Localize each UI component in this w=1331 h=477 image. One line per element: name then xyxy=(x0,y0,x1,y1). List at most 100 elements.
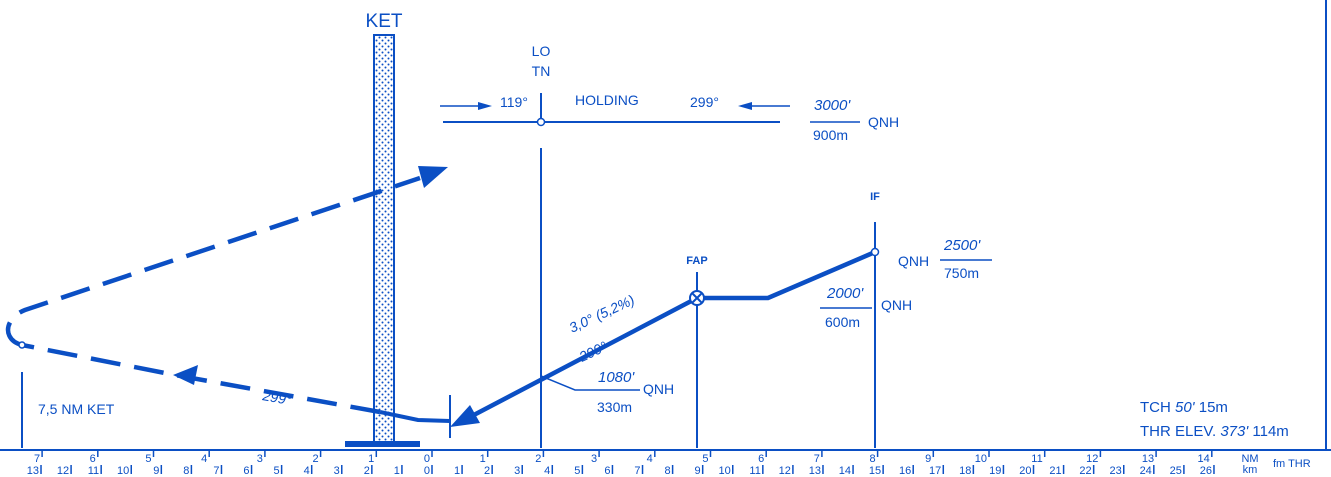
procedure-turn-dashed xyxy=(5,175,421,348)
km-tick-label: 7 xyxy=(213,465,219,477)
km-tick-label: 13 xyxy=(27,465,39,477)
nm-tick-label: 6 xyxy=(90,453,96,465)
if-altitude-m: 750m xyxy=(944,265,979,281)
km-tick-label: 10 xyxy=(117,465,129,477)
km-tick-label: 0 xyxy=(424,465,430,477)
nm-tick-label: 7 xyxy=(34,453,40,465)
glide-angle-label: 3,0° (5,2%) xyxy=(567,292,637,336)
holding-qnh: QNH xyxy=(868,114,899,130)
km-tick-label: 9 xyxy=(695,465,701,477)
lotn-fix-marker xyxy=(536,117,546,127)
holding-label: HOLDING xyxy=(575,92,639,108)
thr-elev-info: THR ELEV. 373' 114m xyxy=(1140,423,1289,440)
if-label: IF xyxy=(870,191,880,203)
km-tick-label: 23 xyxy=(1109,465,1121,477)
nm-tick-label: 4 xyxy=(201,453,207,465)
scale-unit-nm: NM xyxy=(1241,453,1258,465)
lotn-altitude-leader xyxy=(540,375,640,391)
km-tick-label: 9 xyxy=(153,465,159,477)
outbound-dashed-path xyxy=(21,342,381,415)
nm-tick-label: 11 xyxy=(1031,453,1042,465)
km-tick-label: 17 xyxy=(929,465,941,477)
km-tick-label: 5 xyxy=(574,465,580,477)
nm-tick-label: 3 xyxy=(257,453,263,465)
nm-tick-label: 3 xyxy=(591,453,597,465)
km-tick-label: 18 xyxy=(959,465,971,477)
thr-m: 114m xyxy=(1252,423,1288,440)
km-tick-label: 3 xyxy=(514,465,520,477)
nm-tick-label: 7 xyxy=(814,453,820,465)
threshold-segment xyxy=(379,410,451,423)
nm-tick-label: 2 xyxy=(535,453,541,465)
approach-profile-arrowhead xyxy=(450,405,480,427)
lotn-altitude-m: 330m xyxy=(597,399,632,415)
km-tick-label: 6 xyxy=(604,465,610,477)
nm-tick-label: 2 xyxy=(312,453,318,465)
ket-base-bar xyxy=(345,441,420,447)
holding-inbound-arrowhead xyxy=(478,102,492,110)
if-altitude-ft: 2500' xyxy=(943,237,981,254)
km-tick-label: 15 xyxy=(869,465,881,477)
if-qnh: QNH xyxy=(898,253,929,269)
nm-tick-label: 0 xyxy=(424,453,430,465)
km-tick-label: 11 xyxy=(88,465,99,477)
outbound-arrowhead xyxy=(173,365,198,385)
nm-tick-label: 9 xyxy=(925,453,931,465)
km-tick-label: 4 xyxy=(544,465,550,477)
km-tick-label: 26 xyxy=(1200,465,1212,477)
nm-tick-label: 8 xyxy=(869,453,875,465)
km-tick-label: 5 xyxy=(273,465,279,477)
turn-arrowhead xyxy=(418,166,448,188)
if-fix-marker xyxy=(870,247,880,257)
nm-tick-label: 6 xyxy=(758,453,764,465)
fap-marker xyxy=(689,290,705,306)
km-tick-label: 2 xyxy=(484,465,490,477)
km-tick-label: 14 xyxy=(839,465,851,477)
tch-label: TCH xyxy=(1140,399,1171,416)
tch-ft: 50' xyxy=(1175,399,1196,416)
ket-label: KET xyxy=(366,11,403,32)
nm-tick-label: 1 xyxy=(480,453,486,465)
km-tick-label: 4 xyxy=(304,465,310,477)
approach-profile-path xyxy=(468,249,876,419)
km-tick-label: 8 xyxy=(183,465,189,477)
km-tick-label: 24 xyxy=(1140,465,1152,477)
km-tick-label: 7 xyxy=(634,465,640,477)
ket-distance-label: 7,5 NM KET xyxy=(38,401,115,417)
holding-outbound-track: 299° xyxy=(690,94,719,110)
scale-unit-km: km xyxy=(1243,464,1258,476)
km-tick-label: 25 xyxy=(1170,465,1182,477)
lotn-label-line2: TN xyxy=(532,63,551,79)
nm-tick-label: 12 xyxy=(1086,453,1098,465)
nm-tick-label: 14 xyxy=(1198,453,1210,465)
fap-altitude-m: 600m xyxy=(825,314,860,330)
lotn-altitude-ft: 1080' xyxy=(598,369,635,386)
km-tick-label: 19 xyxy=(989,465,1001,477)
holding-inbound-track: 119° xyxy=(500,94,528,110)
km-tick-label: 3 xyxy=(334,465,340,477)
tch-m: 15m xyxy=(1199,399,1228,416)
km-tick-label: 16 xyxy=(899,465,911,477)
final-track-label: 299° xyxy=(576,338,610,365)
km-tick-label: 20 xyxy=(1019,465,1031,477)
km-tick-label: 11 xyxy=(749,465,760,477)
lotn-qnh: QNH xyxy=(643,381,674,397)
nm-tick-label: 4 xyxy=(647,453,653,465)
nm-tick-label: 1 xyxy=(368,453,374,465)
km-tick-label: 2 xyxy=(364,465,370,477)
km-tick-label: 12 xyxy=(779,465,791,477)
scale-fm-thr: fm THR xyxy=(1273,458,1311,470)
holding-altitude-ft: 3000' xyxy=(814,97,851,114)
km-tick-label: 22 xyxy=(1079,465,1091,477)
lotn-label-line1: LO xyxy=(532,43,551,59)
fap-qnh: QNH xyxy=(881,297,912,313)
holding-outbound-arrowhead xyxy=(738,102,752,110)
turn-point-marker xyxy=(18,341,26,349)
outbound-track-label: 299° xyxy=(260,387,293,408)
km-tick-label: 1 xyxy=(394,465,400,477)
thr-label: THR ELEV. xyxy=(1140,423,1216,440)
km-tick-label: 13 xyxy=(809,465,821,477)
tch-info: TCH 50' 15m xyxy=(1140,399,1228,416)
thr-ft: 373' xyxy=(1220,423,1249,440)
